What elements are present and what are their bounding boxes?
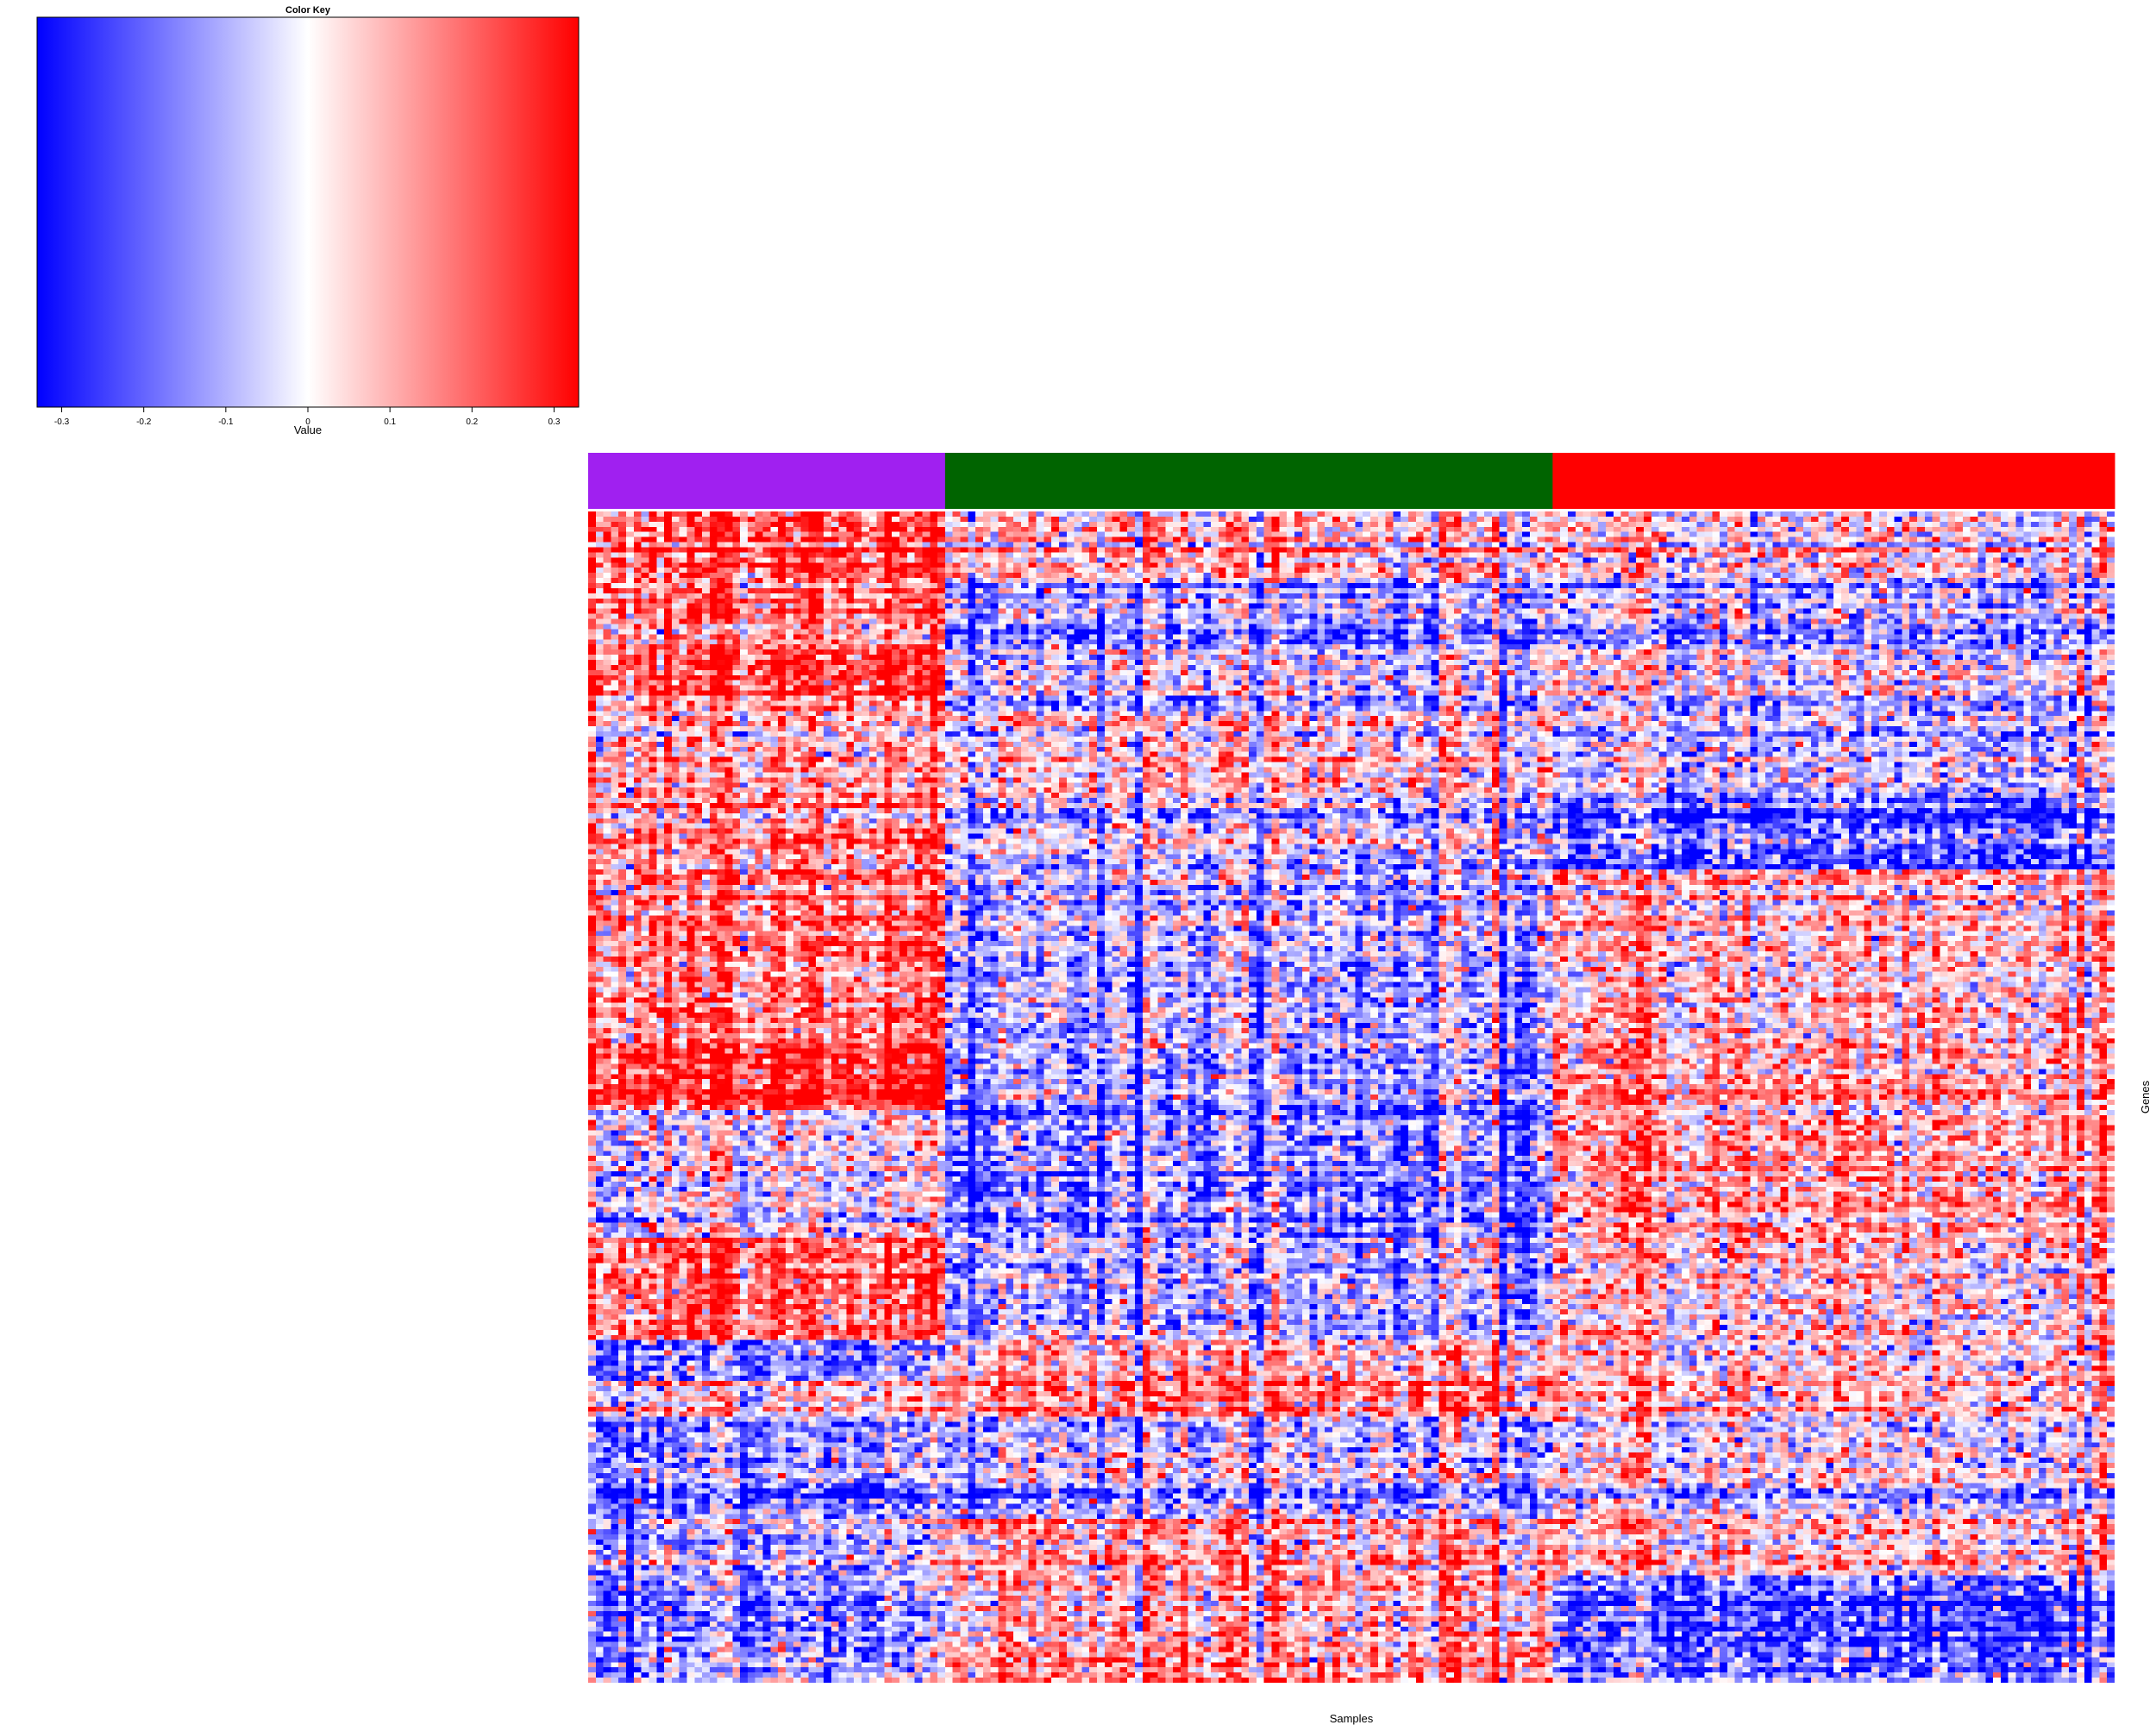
color-key-title: Color Key xyxy=(285,5,331,16)
color-key-tick-label: 0.1 xyxy=(384,417,396,427)
color-key-tick-label: -0.3 xyxy=(54,417,70,427)
color-key-axis-label: Value xyxy=(294,423,322,436)
color-key-tick-label: 0 xyxy=(305,417,310,427)
color-key-tick-label: -0.2 xyxy=(136,417,152,427)
color-key-tick-label: 0.2 xyxy=(466,417,478,427)
sample-group-bar-group-1 xyxy=(588,453,946,509)
sample-group-sidebar xyxy=(588,453,2115,509)
color-key-ticks: -0.3 -0.2 -0.1 0 0.1 0.2 0.3 xyxy=(54,407,561,427)
sample-group-bar-group-3 xyxy=(1552,453,2115,509)
color-key: Color Key -0.3 -0.2 -0.1 0 0.1 0.2 0.3 Value xyxy=(36,5,580,436)
heatmap-grid xyxy=(588,511,2115,1683)
sample-group-bar-group-2 xyxy=(944,453,1553,509)
color-key-tick-label: 0.3 xyxy=(548,417,561,427)
color-key-gradient xyxy=(36,16,580,408)
y-axis-label: Genes xyxy=(2139,1080,2152,1113)
color-key-tick-label: -0.1 xyxy=(218,417,234,427)
x-axis-label: Samples xyxy=(1330,1712,1374,1725)
